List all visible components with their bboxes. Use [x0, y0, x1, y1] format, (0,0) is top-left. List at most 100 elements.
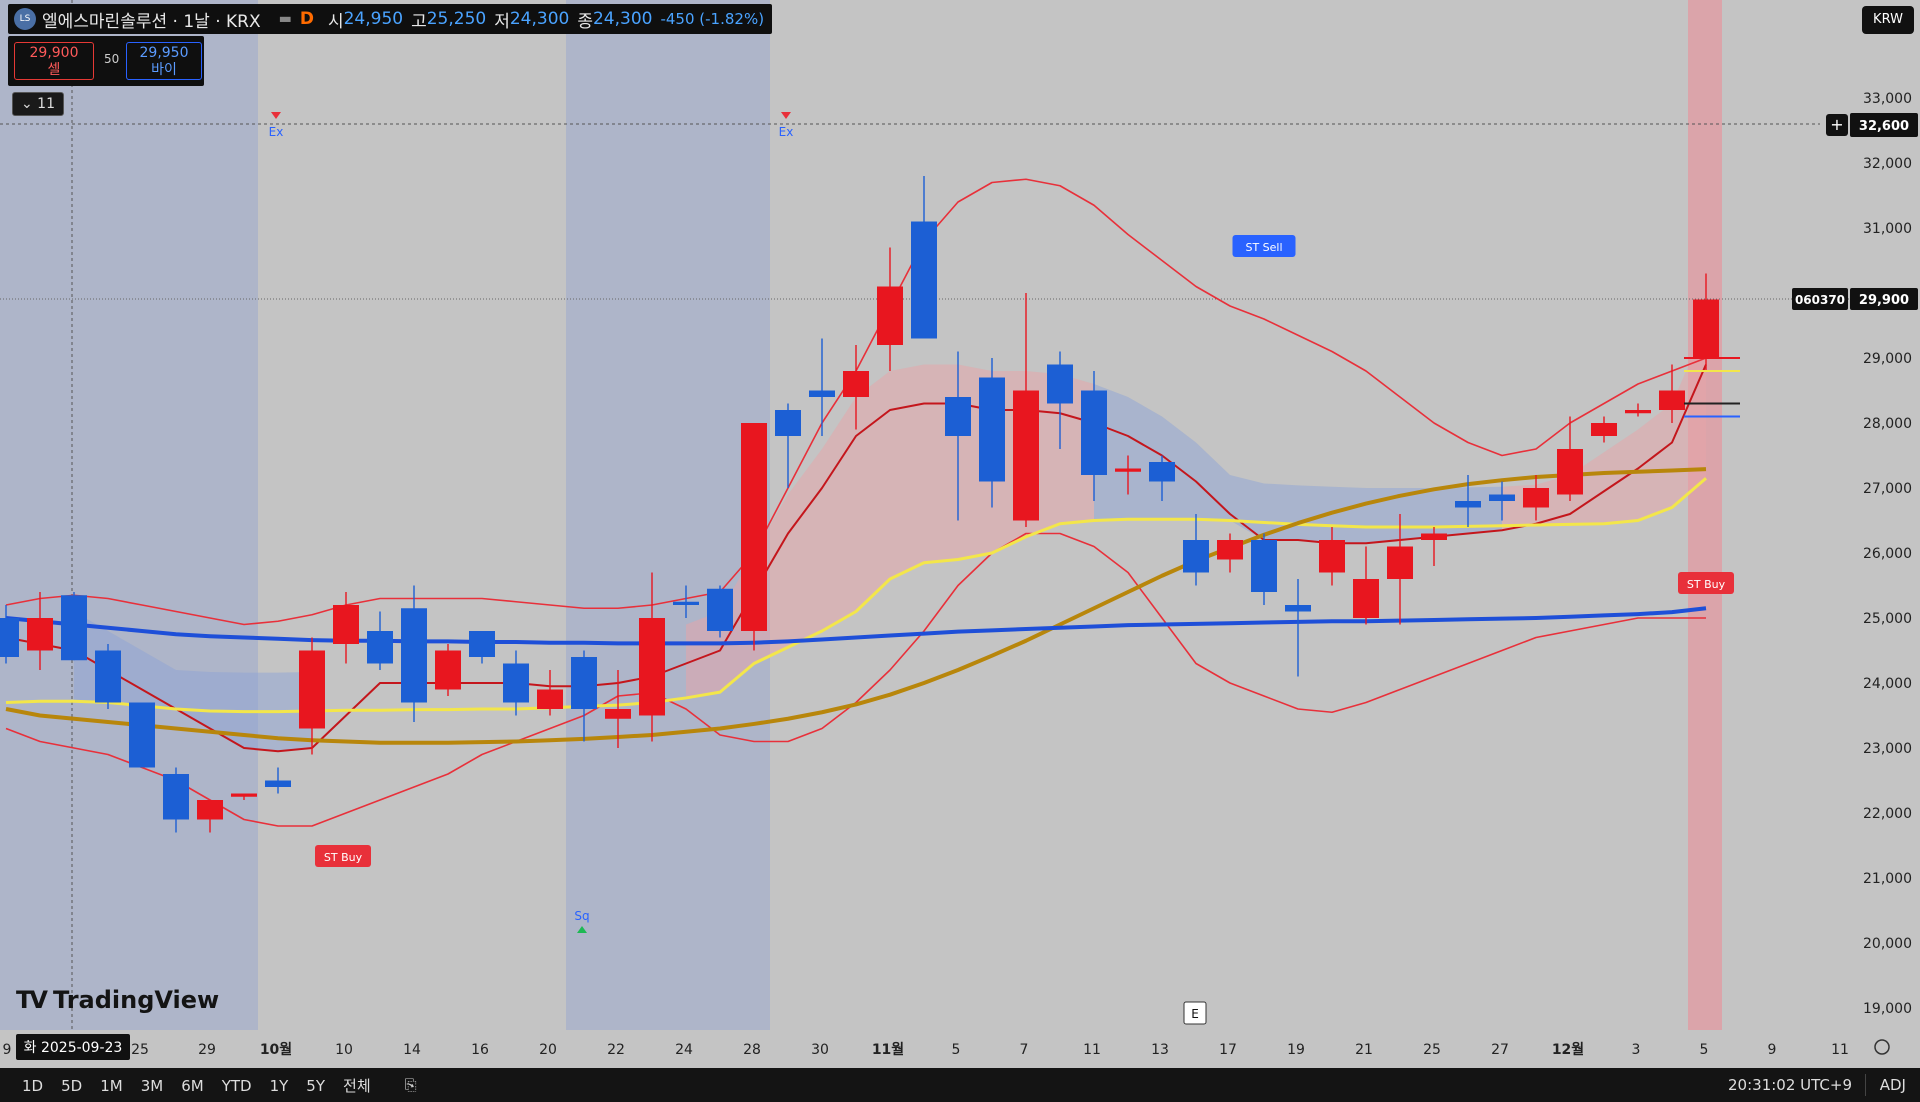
- last-price: 29,900: [1859, 293, 1909, 308]
- dash-icon: ▬: [278, 11, 292, 27]
- price-axis-pane: [1862, 0, 1920, 1030]
- goto-date-icon[interactable]: ⎘: [404, 1076, 417, 1094]
- timeframe-1D[interactable]: 1D: [22, 1076, 44, 1095]
- timeframe-1M[interactable]: 1M: [100, 1076, 123, 1095]
- price-axis-label: 25,000: [1863, 611, 1912, 627]
- candle-body: [435, 650, 461, 690]
- timeframe-5Y[interactable]: 5Y: [306, 1076, 326, 1095]
- timeframe-3M[interactable]: 3M: [140, 1076, 164, 1095]
- time-axis-label: 13: [1151, 1042, 1169, 1058]
- moving-average-blue-line: [5, 606, 1707, 646]
- candle-body: [231, 793, 257, 797]
- candle-body: [707, 588, 733, 631]
- buy-label: 바이: [151, 62, 177, 78]
- buy-button[interactable]: 29,950 바이: [126, 42, 202, 80]
- time-axis-label: 19: [1287, 1042, 1305, 1058]
- candle-body: [163, 774, 189, 820]
- ex-label: Ex: [779, 125, 794, 139]
- quantity-value[interactable]: 50: [104, 52, 120, 66]
- crosshair-date-box: [16, 1034, 130, 1060]
- price-axis-label: 24,000: [1863, 676, 1912, 692]
- timeframe-buttons: 1D 5D 1M 3M 6M YTD 1Y 5Y 전체: [22, 1075, 389, 1096]
- candle-body: [299, 650, 325, 729]
- candle-body: [1217, 540, 1243, 560]
- tradingview-mark-icon: TV: [16, 986, 48, 1014]
- open-label: 시: [327, 11, 344, 32]
- ichimoku-cloud: [1502, 325, 1706, 531]
- blue-band: [0, 0, 258, 1030]
- timeframe-YTD[interactable]: YTD: [221, 1076, 252, 1095]
- time-axis-label: 12월: [1552, 1041, 1584, 1058]
- open-value: 24,950: [343, 9, 404, 29]
- candle-body: [775, 410, 801, 436]
- sq-label: Sq: [574, 909, 589, 923]
- plus-icon: +: [1830, 115, 1843, 134]
- sq-marker-icon: [577, 926, 587, 933]
- candle-body: [1659, 390, 1685, 410]
- candle-body: [1387, 546, 1413, 579]
- candle-body: [265, 780, 291, 787]
- price-axis-label: 28,000: [1863, 416, 1912, 432]
- time-axis-label: 14: [403, 1042, 421, 1058]
- candle-body: [639, 618, 665, 716]
- clock[interactable]: 20:31:02 UTC+9: [1728, 1076, 1852, 1094]
- price-axis-label: 22,000: [1863, 806, 1912, 822]
- sell-price: 29,900: [29, 45, 79, 61]
- time-axis-label: 10월: [260, 1041, 292, 1058]
- low-value: 24,300: [509, 9, 570, 29]
- timeframe-5D[interactable]: 5D: [61, 1076, 83, 1095]
- price-axis-label: 33,000: [1863, 91, 1912, 107]
- time-axis-label: 22: [607, 1042, 625, 1058]
- last-price-tag: [1850, 288, 1918, 310]
- candle-body: [1489, 494, 1515, 501]
- price-axis-label: 26,000: [1863, 546, 1912, 562]
- symbol-header[interactable]: LS 엘에스마린솔루션 · 1날 · KRX ▬ D 시 24,950 고 25,2…: [8, 4, 773, 34]
- candle-body: [1557, 449, 1583, 495]
- ichimoku-cloud: [74, 611, 312, 752]
- ticker-label: 060370: [1795, 293, 1845, 307]
- timeframe-6M[interactable]: 6M: [181, 1076, 204, 1095]
- bottom-toolbar: 1D 5D 1M 3M 6M YTD 1Y 5Y 전체 ⎘ 20:31:02 UTC+9 ADJ: [0, 1068, 1920, 1102]
- candle-body: [605, 709, 631, 719]
- candle-body: [1149, 462, 1175, 482]
- company-logo: LS: [14, 8, 36, 30]
- time-axis-label: 16: [471, 1042, 489, 1058]
- candle-body: [1591, 423, 1617, 436]
- time-axis-label: 28: [743, 1042, 761, 1058]
- moving-average-gold-line: [5, 467, 1707, 745]
- settings-icon: [1874, 1039, 1890, 1055]
- candle-body: [945, 397, 971, 436]
- chevron-down-icon: ⌄: [20, 96, 33, 112]
- currency-button[interactable]: KRW: [1862, 6, 1914, 34]
- indicators-toggle-button[interactable]: ⌄ 11: [12, 92, 64, 116]
- st-sell-label-box: [1232, 235, 1296, 257]
- candle-body: [61, 595, 87, 661]
- candle-body: [911, 221, 937, 339]
- candle-body: [741, 423, 767, 631]
- candle-body: [197, 800, 223, 820]
- candle-body: [469, 631, 495, 657]
- symbol-title[interactable]: 엘에스마린솔루션 · 1날 · KRX: [42, 11, 261, 32]
- crosshair-price-tag: [1850, 113, 1918, 137]
- time-axis-label: 9: [3, 1042, 12, 1058]
- close-label: 종: [577, 11, 593, 32]
- candle-body: [843, 371, 869, 397]
- buy-price: 29,950: [139, 45, 189, 61]
- tradingview-logo: TV TradingView: [16, 986, 219, 1014]
- candle-body: [0, 618, 19, 657]
- add-alert-icon: [1826, 114, 1848, 136]
- sell-button[interactable]: 29,900 셀: [14, 42, 94, 80]
- timeframe-1Y[interactable]: 1Y: [269, 1076, 289, 1095]
- price-axis-label: 23,000: [1863, 741, 1912, 757]
- candle-body: [1523, 488, 1549, 508]
- candle-body: [401, 608, 427, 703]
- ex-marker-icon: [781, 112, 791, 119]
- candle-body: [571, 657, 597, 709]
- adj-button[interactable]: ADJ: [1879, 1076, 1906, 1094]
- candle-body: [1081, 390, 1107, 475]
- price-axis-label: 32,000: [1863, 156, 1912, 172]
- candle-body: [1625, 410, 1651, 414]
- timeframe-전체[interactable]: 전체: [343, 1076, 371, 1095]
- indicators-count: 11: [37, 96, 55, 112]
